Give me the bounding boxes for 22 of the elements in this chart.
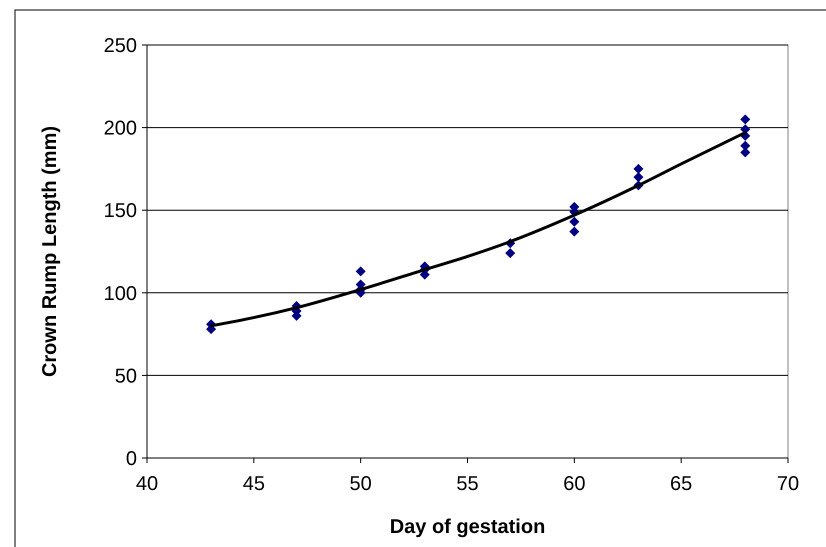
point (569, 216, 580, 227)
x-tick-label: 45 (242, 473, 265, 495)
y-axis-title: Crown Rump Length (mm) (39, 126, 61, 378)
x-tick-label: 65 (670, 473, 692, 495)
x-tick-label: 40 (136, 473, 158, 495)
y-tick-label: 150 (104, 200, 137, 222)
y-tick-label: 200 (104, 118, 137, 140)
x-tick-label: 60 (563, 473, 586, 495)
x-tick-label: 70 (776, 473, 800, 495)
y-tick-label: 100 (104, 282, 137, 305)
y-tick-label: 50 (114, 365, 137, 388)
y-tick-label: 0 (126, 448, 137, 470)
y-tick-label: 250 (104, 35, 137, 57)
point (569, 226, 580, 237)
x-tick-label: 55 (456, 473, 479, 495)
point (633, 172, 644, 182)
x-tick-label: 50 (350, 473, 372, 495)
x-axis-title: Day of gestation (390, 516, 546, 538)
point (356, 266, 366, 276)
point (633, 164, 644, 174)
point (505, 248, 516, 258)
point (740, 114, 750, 124)
